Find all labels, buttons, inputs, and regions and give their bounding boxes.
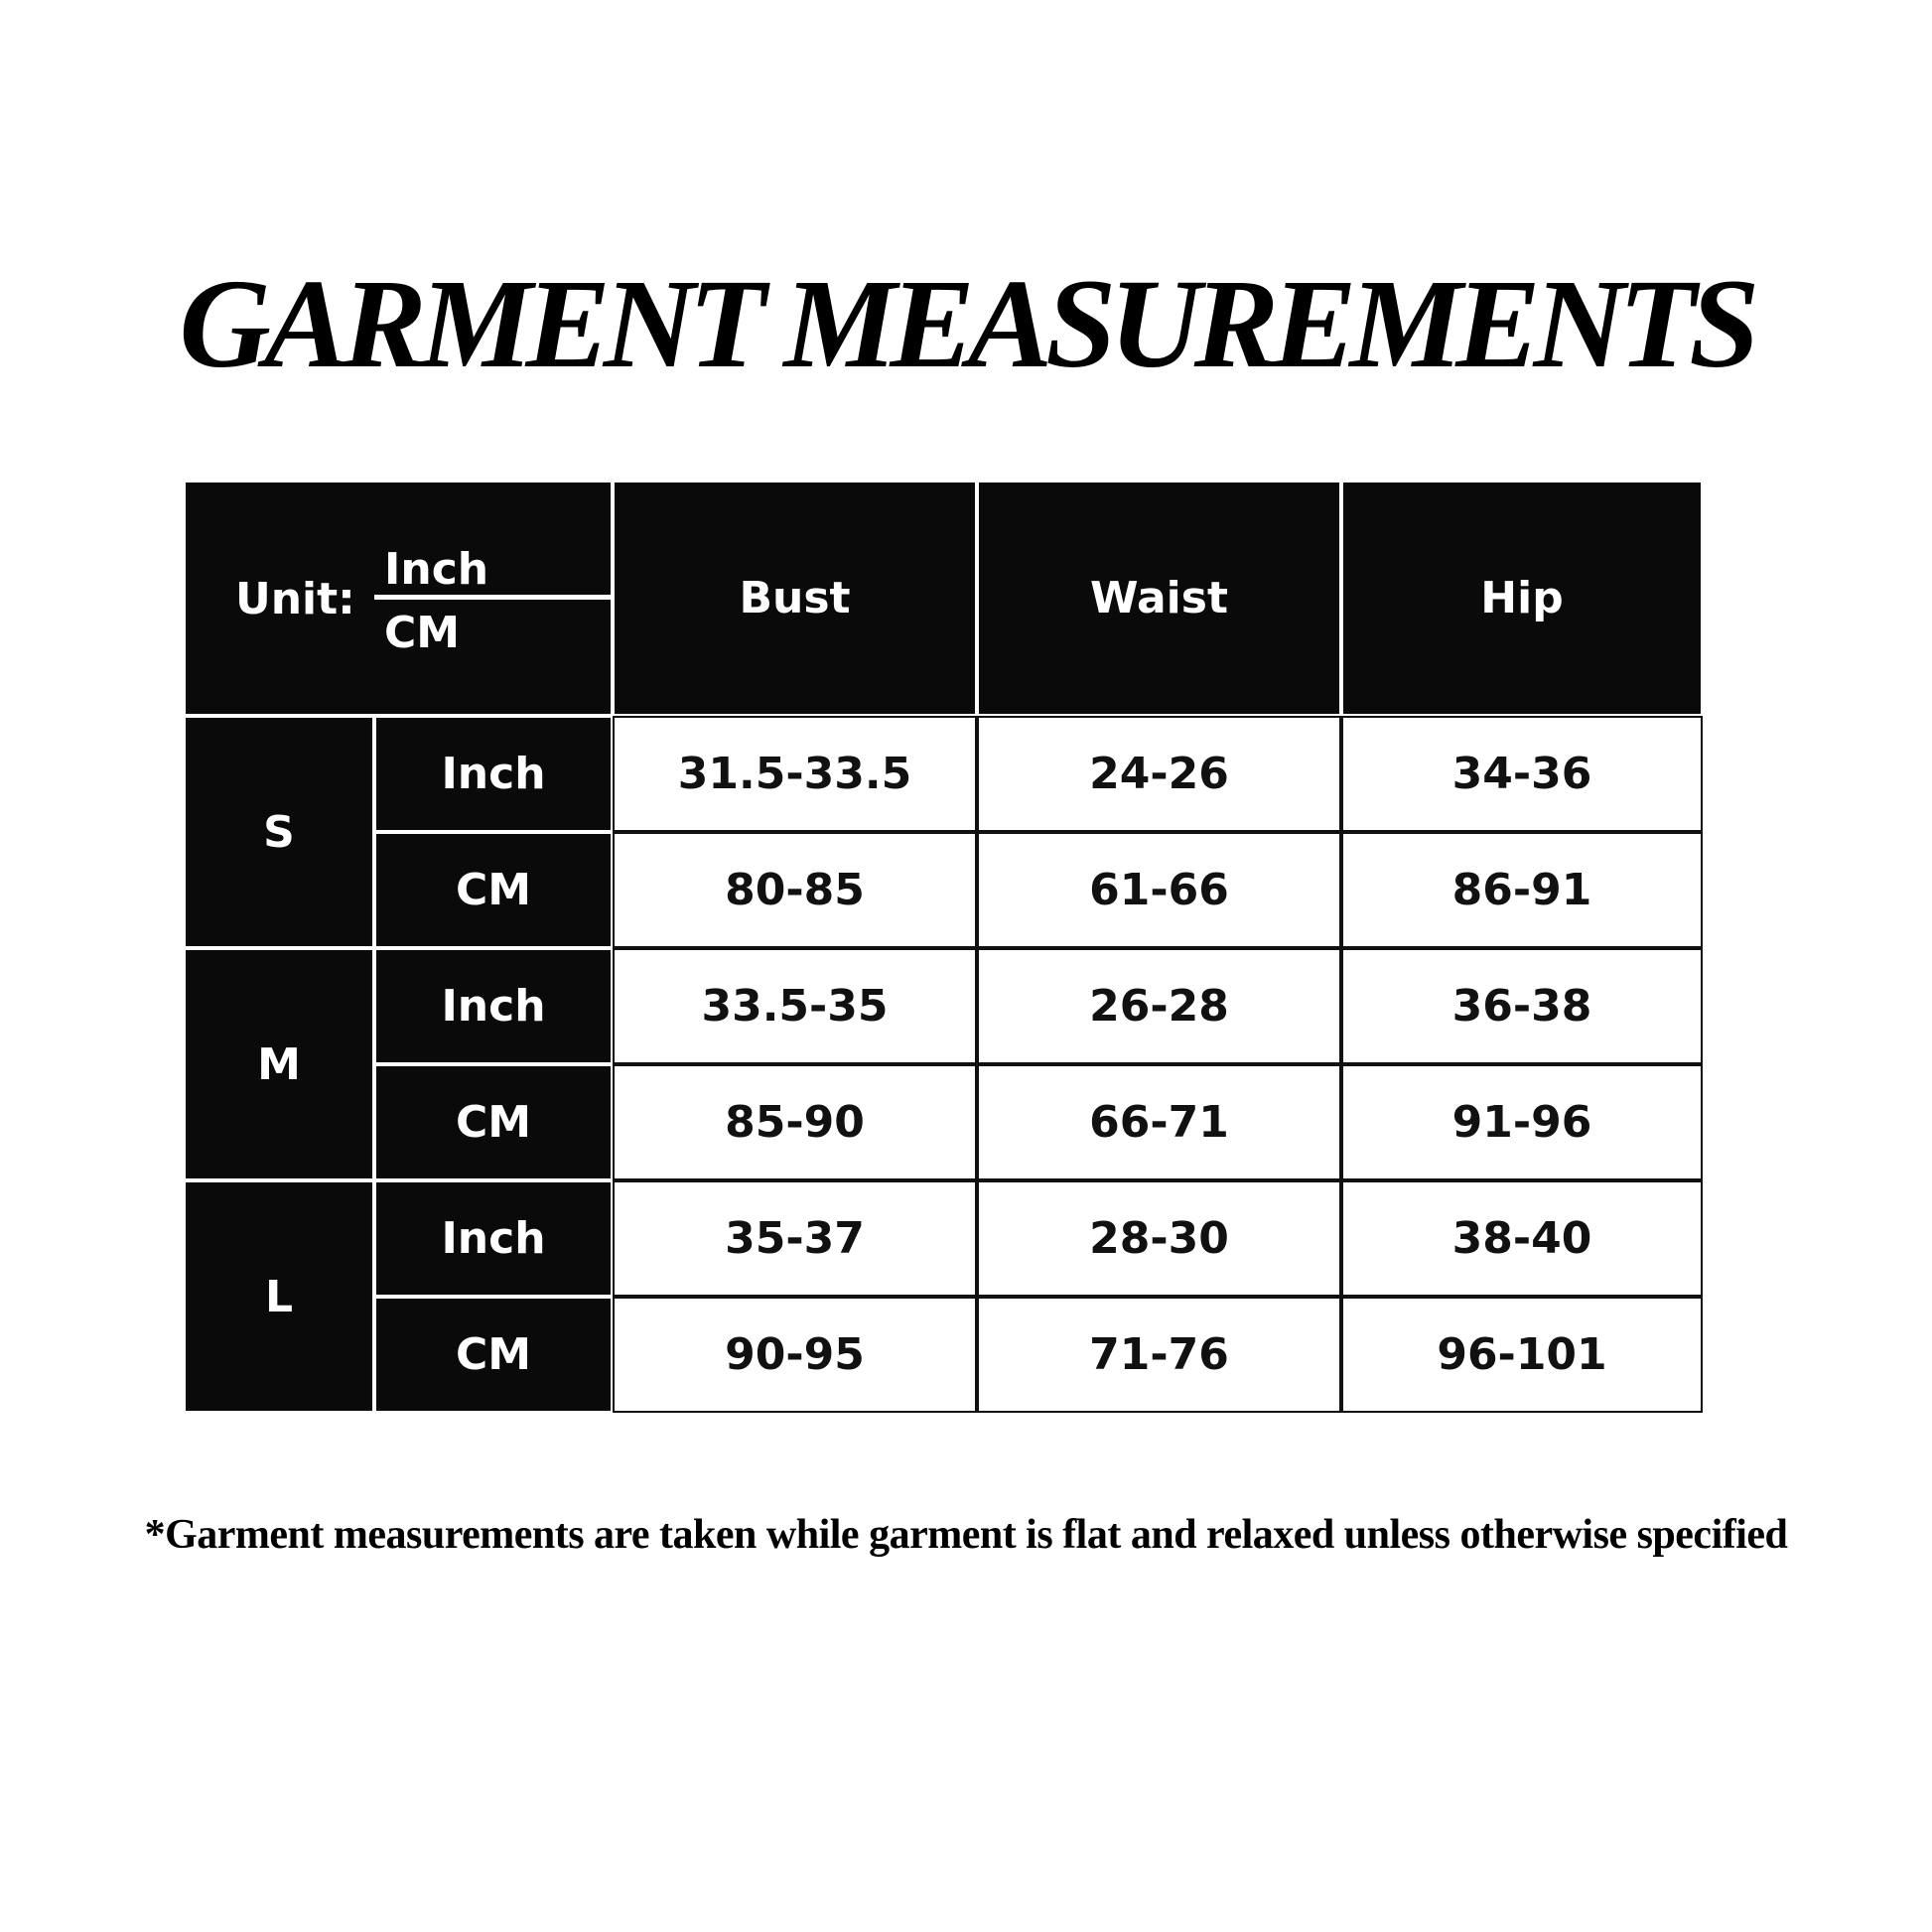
unit-label: Unit: [235,574,355,624]
measurement-cell: 35-37 [613,1180,977,1297]
measurement-cell: 80-85 [613,832,977,948]
measurement-cell: 24-26 [977,716,1341,832]
measurement-cell: 71-76 [977,1297,1341,1413]
size-label-l: L [184,1180,374,1413]
size-label-s: S [184,716,374,948]
measurement-cell: 96-101 [1341,1297,1703,1413]
column-header-waist: Waist [977,481,1341,716]
row-unit-label: Inch [374,1180,613,1297]
measurement-cell: 34-36 [1341,716,1703,832]
measurement-cell: 28-30 [977,1180,1341,1297]
footnote: *Garment measurements are taken while ga… [144,1512,1788,1558]
unit-cm-label: CM [384,608,461,658]
row-unit-label: CM [374,1297,613,1413]
measurement-cell: 38-40 [1341,1180,1703,1297]
row-unit-label: Inch [374,948,613,1064]
row-unit-label: CM [374,832,613,948]
measurement-cell: 91-96 [1341,1064,1703,1180]
column-header-hip: Hip [1341,481,1703,716]
measurement-cell: 61-66 [977,832,1341,948]
unit-inch-label: Inch [384,544,489,595]
measurement-cell: 86-91 [1341,832,1703,948]
row-unit-label: CM [374,1064,613,1180]
row-unit-label: Inch [374,716,613,832]
measurement-cell: 26-28 [977,948,1341,1064]
page-title: GARMENT MEASUREMENTS [179,253,1760,394]
measurement-cell: 36-38 [1341,948,1703,1064]
measurement-cell: 85-90 [613,1064,977,1180]
measurement-cell: 66-71 [977,1064,1341,1180]
measurement-cell: 90-95 [613,1297,977,1413]
measurement-cell: 31.5-33.5 [613,716,977,832]
size-label-m: M [184,948,374,1180]
measurement-cell: 33.5-35 [613,948,977,1064]
column-header-bust: Bust [613,481,977,716]
unit-divider [374,595,611,600]
